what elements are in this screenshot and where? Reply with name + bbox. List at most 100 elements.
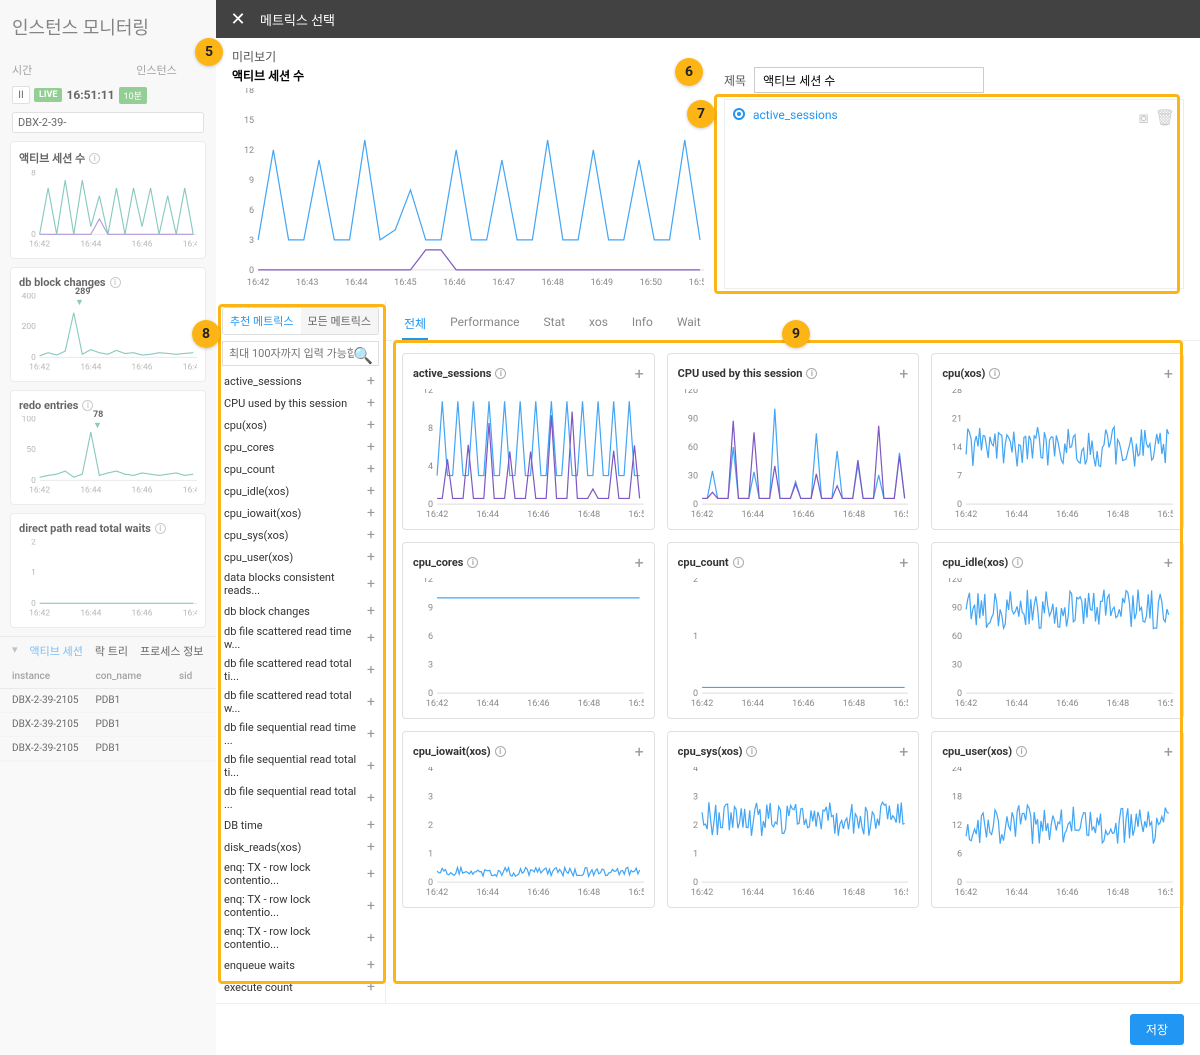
tab-recommended[interactable]: 추천 메트릭스 (223, 308, 301, 334)
metric-list-item[interactable]: cpu(xos)+ (216, 414, 385, 436)
svg-text:16:48: 16:48 (183, 486, 197, 496)
plus-icon[interactable]: + (365, 817, 377, 833)
add-metric-icon[interactable]: + (899, 553, 908, 572)
svg-text:16:46: 16:46 (132, 240, 153, 250)
metric-list-item[interactable]: DB time+ (216, 814, 385, 836)
info-icon: i (467, 557, 478, 568)
pin-icon[interactable]: ⧇ (1139, 108, 1149, 128)
metric-list-item[interactable]: cpu_idle(xos)+ (216, 480, 385, 502)
metric-list-item[interactable]: cpu_sys(xos)+ (216, 524, 385, 546)
metric-list-item[interactable]: enq: TX - row lock contentio...+ (216, 858, 385, 890)
metric-list-item[interactable]: db file scattered read time w...+ (216, 622, 385, 654)
metric-list-item[interactable]: enq: TX - row lock contentio...+ (216, 890, 385, 922)
plus-icon[interactable]: + (365, 576, 377, 592)
metric-list-item[interactable]: cpu_cores+ (216, 436, 385, 458)
instance-select[interactable]: DBX-2-39- (12, 112, 204, 133)
plus-icon[interactable]: + (365, 839, 377, 855)
plus-icon[interactable]: + (365, 630, 377, 646)
search-icon[interactable]: 🔍 (353, 346, 373, 365)
plus-icon[interactable]: + (365, 549, 377, 565)
metric-list-item[interactable]: enqueue waits+ (216, 954, 385, 976)
metric-list-item[interactable]: active_sessions+ (216, 370, 385, 392)
metric-list-item[interactable]: enq: TX - row lock contentio...+ (216, 922, 385, 954)
add-metric-icon[interactable]: + (1164, 553, 1173, 572)
plus-icon[interactable]: + (365, 439, 377, 455)
add-metric-icon[interactable]: + (635, 742, 644, 761)
plus-icon[interactable]: + (365, 417, 377, 433)
add-metric-icon[interactable]: + (635, 553, 644, 572)
plus-icon[interactable]: + (365, 930, 377, 946)
svg-text:16:44: 16:44 (741, 888, 763, 897)
plus-icon[interactable]: + (365, 898, 377, 914)
table-row[interactable]: DBX-2-39-2105PDB1 (0, 689, 216, 713)
cat-tab-xos[interactable]: xos (587, 309, 610, 340)
title-input[interactable] (754, 67, 984, 93)
metric-list-item[interactable]: db file scattered read total ti...+ (216, 654, 385, 686)
metric-list-item[interactable]: cpu_count+ (216, 458, 385, 480)
plus-icon[interactable]: + (365, 395, 377, 411)
close-icon[interactable]: ✕ (228, 9, 248, 30)
plus-icon[interactable]: + (365, 373, 377, 389)
radio-icon[interactable] (733, 108, 745, 120)
metric-list-item[interactable]: data blocks consistent reads...+ (216, 568, 385, 600)
tab-process-info[interactable]: 프로세스 정보 (140, 643, 203, 659)
plus-icon[interactable]: + (365, 694, 377, 710)
cat-tab-performance[interactable]: Performance (448, 309, 521, 340)
svg-text:6: 6 (249, 206, 254, 216)
cat-tab-stat[interactable]: Stat (542, 309, 568, 340)
selected-metric-panel: active_sessions ⧇ 🗑 (724, 99, 1184, 289)
add-metric-icon[interactable]: + (1164, 742, 1173, 761)
metric-list-item[interactable]: db file sequential read total ...+ (216, 782, 385, 814)
tab-lock-tree[interactable]: 락 트리 (95, 643, 128, 659)
plus-icon[interactable]: + (365, 603, 377, 619)
metric-list-item[interactable]: disk_reads(xos)+ (216, 836, 385, 858)
svg-text:0: 0 (693, 878, 698, 888)
metric-list-item[interactable]: db file sequential read total ti...+ (216, 750, 385, 782)
svg-text:16:43: 16:43 (296, 278, 318, 288)
svg-text:16:46: 16:46 (792, 510, 814, 519)
svg-text:16:46: 16:46 (792, 888, 814, 897)
add-metric-icon[interactable]: + (635, 364, 644, 383)
plus-icon[interactable]: + (365, 790, 377, 806)
plus-icon[interactable]: + (365, 505, 377, 521)
add-metric-icon[interactable]: + (1164, 364, 1173, 383)
save-button[interactable]: 저장 (1130, 1014, 1184, 1045)
table-row[interactable]: DBX-2-39-2105PDB1 (0, 737, 216, 761)
plus-icon[interactable]: + (365, 483, 377, 499)
modal-header: ✕ 메트릭스 선택 (216, 0, 1200, 38)
pause-button[interactable]: II (12, 86, 30, 104)
plus-icon[interactable]: + (365, 662, 377, 678)
tab-active-session[interactable]: 액티브 세션 (30, 643, 83, 659)
plus-icon[interactable]: + (365, 957, 377, 973)
plus-icon[interactable]: + (365, 866, 377, 882)
svg-text:16:48: 16:48 (1107, 888, 1129, 897)
tab-all-metrics[interactable]: 모든 메트릭스 (301, 308, 379, 334)
metric-grid-card: cpu_idle(xos) i+030609012016:4216:4416:4… (931, 542, 1184, 719)
metric-grid-card: cpu(xos) i+0714212816:4216:4416:4616:481… (931, 353, 1184, 530)
svg-text:16:48: 16:48 (578, 888, 600, 897)
metric-list-item[interactable]: db file sequential read time ...+ (216, 718, 385, 750)
table-row[interactable]: DBX-2-39-2105PDB1 (0, 713, 216, 737)
metric-list-item[interactable]: execute count+ (216, 976, 385, 998)
svg-text:16:50: 16:50 (893, 510, 908, 519)
delete-icon[interactable]: 🗑 (1155, 108, 1175, 128)
svg-text:16:42: 16:42 (247, 278, 269, 288)
metric-list-item[interactable]: cpu_iowait(xos)+ (216, 502, 385, 524)
metric-list-item[interactable]: db file scattered read total w...+ (216, 686, 385, 718)
metric-list-item[interactable]: db block changes+ (216, 600, 385, 622)
cat-tab-info[interactable]: Info (630, 309, 655, 340)
cat-tab-all[interactable]: 전체 (402, 309, 428, 340)
add-metric-icon[interactable]: + (899, 742, 908, 761)
add-metric-icon[interactable]: + (899, 364, 908, 383)
info-icon: i (1012, 557, 1023, 568)
plus-icon[interactable]: + (365, 1001, 377, 1003)
plus-icon[interactable]: + (365, 758, 377, 774)
plus-icon[interactable]: + (365, 527, 377, 543)
plus-icon[interactable]: + (365, 726, 377, 742)
metric-list-item[interactable]: fatal_count+ (216, 998, 385, 1003)
plus-icon[interactable]: + (365, 461, 377, 477)
cat-tab-wait[interactable]: Wait (675, 309, 703, 340)
plus-icon[interactable]: + (365, 979, 377, 995)
metric-list-item[interactable]: CPU used by this session+ (216, 392, 385, 414)
metric-list-item[interactable]: cpu_user(xos)+ (216, 546, 385, 568)
